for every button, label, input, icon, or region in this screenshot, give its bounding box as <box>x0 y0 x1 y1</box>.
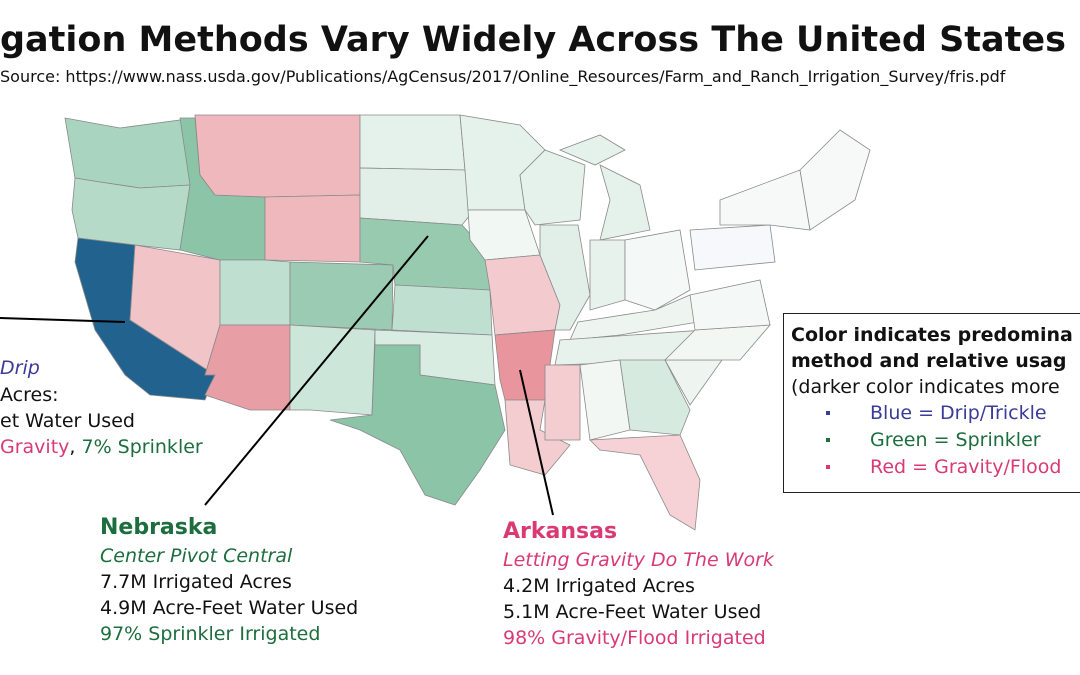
pennsylvania <box>689 224 776 271</box>
indiana <box>589 239 626 311</box>
washington <box>64 117 196 189</box>
michigan <box>599 164 651 241</box>
title: gation Methods Vary Widely Across The Un… <box>0 20 1066 60</box>
legend: Color indicates predomina method and rel… <box>783 313 1080 493</box>
legend-swatch <box>826 465 830 469</box>
texas <box>329 344 506 506</box>
leader-lines <box>0 235 554 516</box>
wisconsin <box>519 149 586 226</box>
new-york <box>719 169 811 231</box>
nebraska-water: 4.9M Acre-Feet Water Used <box>100 597 359 619</box>
legend-swatch <box>826 438 830 442</box>
arkansas-water: 5.1M Acre-Feet Water Used <box>503 601 762 623</box>
gravity-share: Gravity <box>0 436 70 458</box>
nebraska-name: Nebraska <box>100 515 218 540</box>
legend-heading: method and relative usag <box>791 350 1067 372</box>
kansas <box>391 284 493 336</box>
california-subtitle: Drip <box>0 357 40 379</box>
legend-item: Blue = Drip/Trickle <box>870 402 1047 424</box>
legend-swatch <box>826 411 830 415</box>
south-dakota <box>359 167 471 226</box>
arkansas-acres: 4.2M Irrigated Acres <box>503 575 695 597</box>
mississippi <box>544 364 581 441</box>
legend-item: Red = Gravity/Flood <box>870 456 1062 478</box>
states <box>64 114 871 531</box>
new-mexico <box>289 324 376 416</box>
california-acres: Acres: <box>0 384 59 406</box>
new-england <box>799 129 871 231</box>
separator: , <box>69 436 82 458</box>
source: Source: https://www.nass.usda.gov/Public… <box>0 67 1006 86</box>
ohio <box>624 229 691 311</box>
legend-item: Green = Sprinkler <box>870 429 1041 451</box>
illinois <box>539 224 591 331</box>
north-dakota <box>359 114 466 171</box>
legend-note: (darker color indicates more <box>791 376 1060 398</box>
nebraska-method: 97% Sprinkler Irrigated <box>100 623 321 645</box>
arkansas-subtitle: Letting Gravity Do The Work <box>503 549 774 571</box>
arkansas-name: Arkansas <box>503 519 618 544</box>
georgia <box>619 359 691 436</box>
arkansas-leader <box>519 369 554 516</box>
virginia <box>689 279 771 331</box>
california-water: et Water Used <box>0 410 135 432</box>
california-leader <box>0 317 126 323</box>
nebraska-leader <box>204 235 429 506</box>
arizona <box>204 324 291 411</box>
california-methods: Gravity, 7% Sprinkler <box>0 434 203 460</box>
montana <box>194 114 361 198</box>
sprinkler-share: 7% Sprinkler <box>81 436 203 458</box>
nebraska-acres: 7.7M Irrigated Acres <box>100 571 292 593</box>
michigan-up <box>558 134 626 166</box>
florida <box>589 434 701 531</box>
utah <box>219 259 291 326</box>
arkansas-method: 98% Gravity/Flood Irrigated <box>503 627 766 649</box>
nebraska-subtitle: Center Pivot Central <box>100 545 293 567</box>
wyoming <box>264 194 361 263</box>
legend-heading: Color indicates predomina <box>791 324 1073 346</box>
